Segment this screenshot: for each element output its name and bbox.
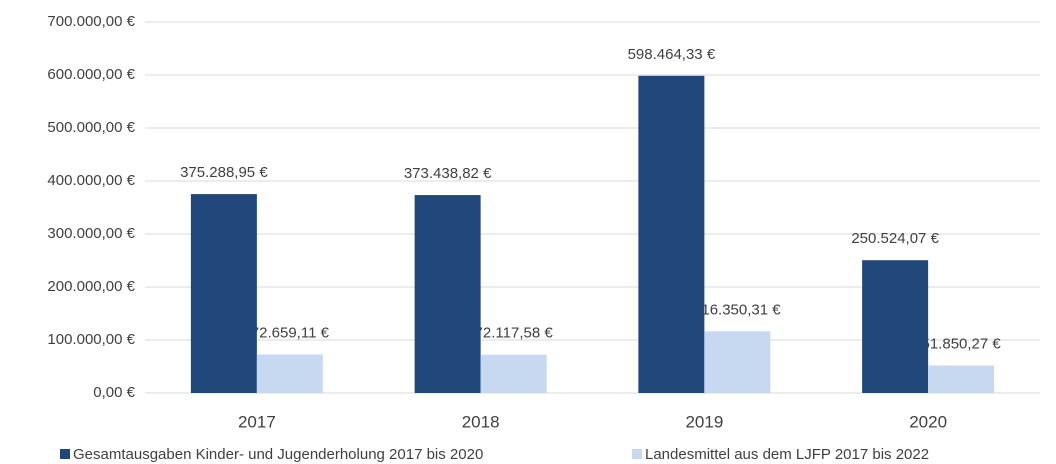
bar (928, 365, 995, 393)
y-tick-label: 200.000,00 € (47, 278, 135, 295)
x-tick-label: 2017 (238, 412, 276, 431)
value-label: 375.288,95 € (180, 164, 268, 181)
value-label: 598.464,33 € (628, 46, 716, 63)
value-label: 51.850,27 € (922, 335, 1002, 352)
y-tick-label: 400.000,00 € (47, 172, 135, 189)
bar (190, 194, 257, 393)
legend-label: Gesamtausgaben Kinder- und Jugenderholun… (73, 446, 483, 463)
bar (414, 195, 481, 393)
legend-swatch (632, 449, 642, 459)
bar (704, 331, 771, 393)
value-label: 373.438,82 € (404, 165, 492, 182)
value-label: 72.659,11 € (251, 324, 330, 341)
bar (256, 354, 323, 393)
y-tick-label: 500.000,00 € (47, 119, 135, 136)
y-tick-label: 100.000,00 € (47, 331, 135, 348)
x-tick-label: 2019 (685, 412, 723, 431)
value-labels: 375.288,95 € 72.659,11 € 373.438,82 € 72.11… (180, 46, 1001, 353)
value-label: 250.524,07 € (851, 230, 939, 247)
y-tick-label: 0,00 € (93, 384, 135, 401)
y-tick-label: 300.000,00 € (47, 225, 135, 242)
legend-swatch (60, 449, 70, 459)
bar (480, 354, 547, 393)
bar (862, 260, 929, 393)
bars (190, 75, 995, 393)
value-label: 72.117,58 € (475, 325, 554, 342)
x-tick-label: 2020 (909, 412, 947, 431)
value-label: 116.350,31 € (694, 301, 781, 318)
y-tick-label: 600.000,00 € (47, 66, 135, 83)
legend-label: Landesmittel aus dem LJFP 2017 bis 2022 (645, 446, 929, 463)
x-tick-label: 2018 (462, 412, 500, 431)
y-tick-label: 700.000,00 € (47, 13, 135, 30)
bar (638, 75, 705, 393)
